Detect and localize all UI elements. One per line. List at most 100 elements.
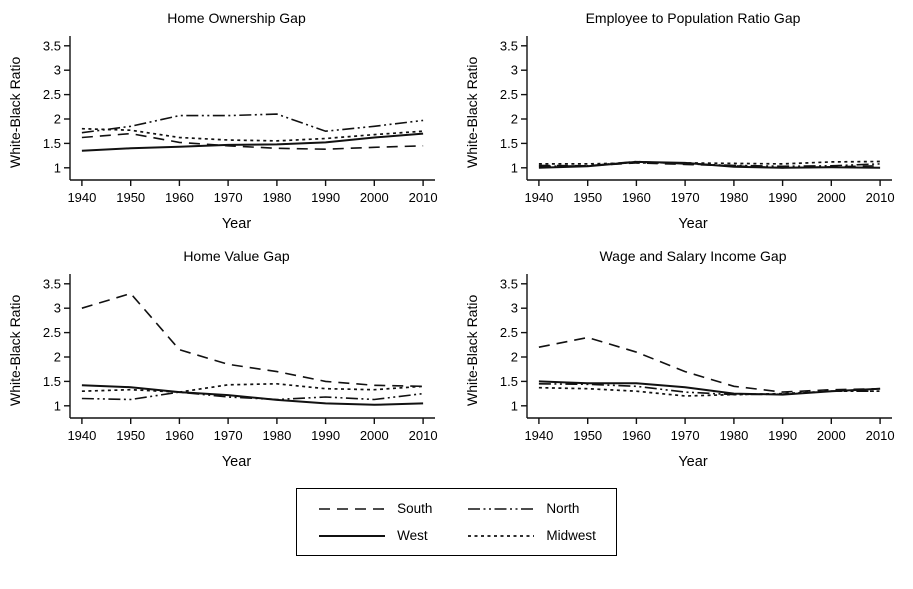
series-line-north: [81, 113, 424, 134]
y-tick-label: 3: [54, 63, 61, 78]
x-tick-label: 1960: [165, 428, 194, 443]
x-tick-label: 1950: [573, 428, 602, 443]
legend-label: West: [397, 528, 428, 543]
y-tick-label: 2: [510, 112, 517, 127]
chart-panel-employee-population-ratio-gap: Employee to Population Ratio Gap White-B…: [463, 4, 907, 236]
legend-line-solid-icon: [319, 534, 386, 537]
series-line-south: [81, 292, 424, 388]
x-tick-label: 1970: [214, 190, 243, 205]
series-line-midwest: [81, 127, 424, 142]
y-tick-label: 2.5: [499, 87, 517, 102]
plot-row: White-Black Ratio 1 1.5 2 2.5 3 3.5 1940 1950 19…: [463, 26, 907, 218]
y-tick-label: 2: [54, 350, 61, 365]
legend: South North West Midwest: [296, 488, 617, 556]
x-tick-label: 1950: [116, 428, 145, 443]
x-tick-label: 2000: [816, 428, 845, 443]
y-axis-label: White-Black Ratio: [463, 56, 480, 168]
plot-row: White-Black Ratio 1 1.5 2 2.5 3 3.5 1940 1950 19…: [463, 264, 907, 456]
plot-row: White-Black Ratio 1 1.5 2 2.5 3 3.5 1940 1950 19…: [6, 26, 450, 218]
legend-label: North: [546, 501, 580, 516]
x-tick-label: 1940: [67, 190, 96, 205]
y-axis-label: White-Black Ratio: [7, 294, 23, 406]
series-line-west: [81, 132, 424, 152]
legend-label: Midwest: [546, 528, 596, 543]
x-tick-label: 1950: [116, 190, 145, 205]
x-tick-label: 2010: [409, 428, 438, 443]
y-tick-label: 1: [54, 160, 61, 175]
series-line-west: [81, 384, 424, 406]
plot-area: 1 1.5 2 2.5 3 3.5 1940 1950 1960 1970 1980 1990 2000…: [43, 274, 438, 443]
legend-entry-north: North: [466, 501, 596, 516]
x-tick-label: 1980: [719, 190, 748, 205]
y-tick-label: 3.5: [499, 276, 517, 291]
x-tick-label: 2000: [816, 190, 845, 205]
chart-panel-wage-salary-income-gap: Wage and Salary Income Gap White-Black R…: [463, 242, 907, 474]
legend-entry-west: West: [317, 528, 432, 543]
chart-title: Employee to Population Ratio Gap: [585, 10, 801, 26]
chart-title: Wage and Salary Income Gap: [599, 248, 787, 264]
y-tick-label: 3.5: [499, 38, 517, 53]
plot-area: 1 1.5 2 2.5 3 3.5 1940 1950 1960 1970 1980 1990 2000…: [499, 36, 894, 205]
x-tick-label: 1960: [621, 190, 650, 205]
y-tick-label: 1: [510, 160, 517, 175]
series-line-north: [538, 160, 880, 168]
y-tick-label: 2: [54, 112, 61, 127]
x-tick-label: 1960: [165, 190, 194, 205]
y-tick-label: 3.5: [43, 38, 61, 53]
plot-area: 1 1.5 2 2.5 3 3.5 1940 1950 1960 1970 1980 1990 2000…: [499, 274, 894, 443]
y-tick-label: 1.5: [499, 374, 517, 389]
y-tick-label: 1.5: [43, 374, 61, 389]
y-tick-label: 3: [510, 63, 517, 78]
x-tick-label: 1950: [573, 190, 602, 205]
x-tick-label: 1990: [311, 190, 340, 205]
x-tick-label: 2000: [360, 428, 389, 443]
chart-panel-home-ownership-gap: Home Ownership Gap White-Black Ratio 1 1.…: [6, 4, 450, 236]
x-tick-label: 1990: [768, 190, 797, 205]
y-tick-label: 2: [510, 350, 517, 365]
y-tick-label: 3: [54, 301, 61, 316]
x-axis-label: Year: [221, 454, 252, 470]
series-line-north: [538, 383, 880, 396]
legend-line-dashed-icon: [319, 507, 386, 510]
y-tick-label: 1.5: [43, 136, 61, 151]
x-tick-label: 2010: [865, 428, 894, 443]
series-line-west: [538, 380, 880, 396]
x-tick-label: 1940: [524, 428, 553, 443]
plot-area: 1 1.5 2 2.5 3 3.5 1940 1950 1960 1970 1980 1990 2000…: [43, 36, 438, 205]
series-line-midwest: [81, 382, 424, 393]
x-tick-label: 2000: [360, 190, 389, 205]
x-tick-label: 1940: [524, 190, 553, 205]
series-line-south: [538, 336, 880, 393]
series-line-midwest: [538, 386, 880, 397]
legend-entry-south: South: [317, 501, 432, 516]
chart-title: Home Ownership Gap: [167, 10, 306, 26]
y-axis-label: White-Black Ratio: [463, 294, 480, 406]
y-tick-label: 1: [54, 398, 61, 413]
x-tick-label: 2010: [409, 190, 438, 205]
legend-entry-midwest: Midwest: [466, 528, 596, 543]
y-tick-label: 3: [510, 301, 517, 316]
y-tick-label: 2.5: [43, 325, 61, 340]
y-axis-label: White-Black Ratio: [7, 56, 23, 168]
x-tick-label: 1960: [621, 428, 650, 443]
x-axis-label: Year: [678, 454, 708, 470]
y-tick-label: 1: [510, 398, 517, 413]
x-tick-label: 1980: [262, 190, 291, 205]
x-tick-label: 1970: [670, 190, 699, 205]
series-line-midwest: [538, 160, 880, 165]
y-tick-label: 3.5: [43, 276, 61, 291]
x-tick-label: 2010: [865, 190, 894, 205]
x-tick-label: 1980: [262, 428, 291, 443]
chart-title: Home Value Gap: [183, 248, 290, 264]
y-tick-label: 1.5: [499, 136, 517, 151]
legend-line-dashdotdot-icon: [468, 507, 535, 510]
x-tick-label: 1980: [719, 428, 748, 443]
x-tick-label: 1970: [214, 428, 243, 443]
y-tick-label: 2.5: [43, 87, 61, 102]
legend-line-dotted-icon: [468, 534, 535, 537]
series-line-south: [81, 132, 424, 151]
plot-row: White-Black Ratio 1 1.5 2 2.5 3 3.5 1940 1950 19…: [6, 264, 450, 456]
y-tick-label: 2.5: [499, 325, 517, 340]
chart-panel-home-value-gap: Home Value Gap White-Black Ratio 1 1.5 2 2.…: [6, 242, 450, 474]
